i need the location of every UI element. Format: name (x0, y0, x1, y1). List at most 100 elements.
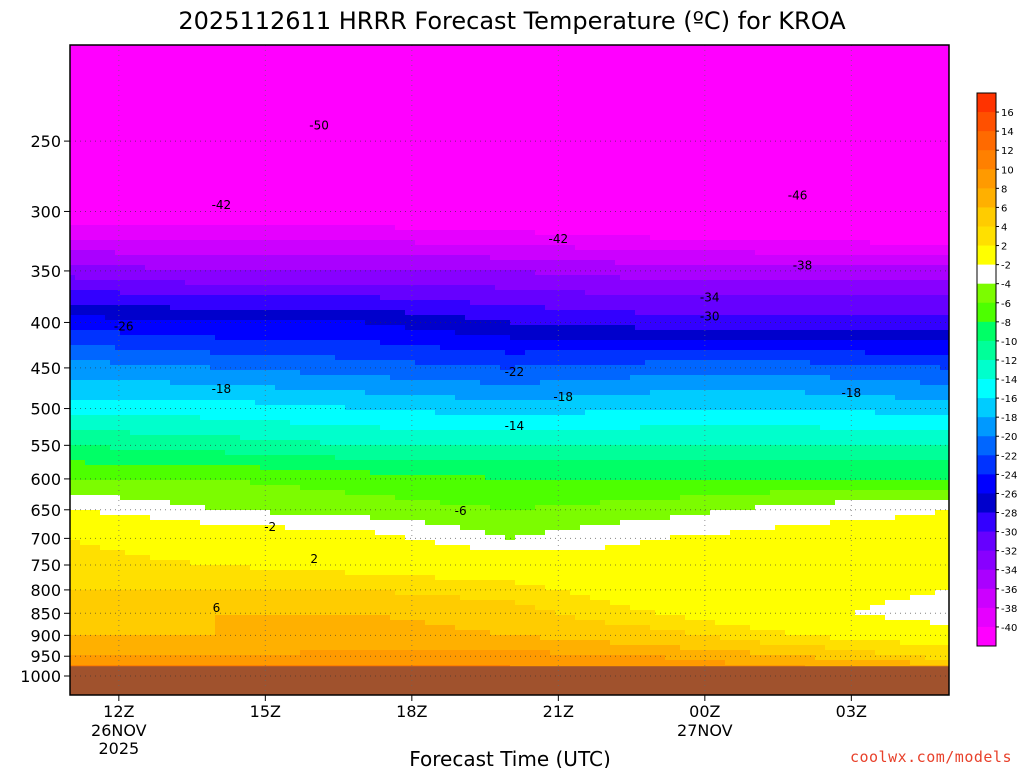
contour-label: -42 (212, 198, 232, 212)
colorbar-label: -20 (1001, 432, 1017, 443)
x-tick-label: 18Z (396, 702, 427, 721)
x-tick-label: 03Z (836, 702, 867, 721)
y-tick-label: 800 (30, 581, 61, 600)
colorbar-swatch (977, 607, 996, 628)
colorbar-label: -32 (1001, 547, 1017, 558)
contour-label: -50 (309, 118, 329, 132)
contour-label: -6 (455, 504, 467, 518)
colorbar-swatch (977, 188, 996, 208)
contour-label: -46 (788, 189, 808, 203)
colorbar-swatch (977, 436, 996, 456)
contour-label: 2 (310, 552, 318, 566)
colorbar-label: -36 (1001, 585, 1017, 596)
colorbar-label: -2 (1001, 261, 1011, 272)
y-tick-label: 1000 (20, 667, 61, 686)
y-tick-label: 600 (30, 470, 61, 489)
colorbar-swatch (977, 359, 996, 380)
colorbar-label: 12 (1001, 146, 1014, 157)
colorbar-label: -12 (1001, 356, 1017, 367)
contour-label: -34 (700, 291, 720, 305)
colorbar-label: 10 (1001, 165, 1014, 176)
colorbar-label: -24 (1001, 470, 1017, 481)
colorbar-label: -8 (1001, 318, 1011, 329)
colorbar-swatch (977, 626, 996, 647)
colorbar-swatch (977, 112, 996, 132)
colorbar-label: -14 (1001, 375, 1017, 386)
colorbar-swatch (977, 207, 996, 227)
colorbar-swatch (977, 455, 996, 475)
x-tick-sublabel: 2025 (98, 739, 139, 758)
x-tick-label: 21Z (543, 702, 574, 721)
colorbar-swatch (977, 531, 996, 552)
colorbar-label: 4 (1001, 222, 1007, 233)
y-tick-label: 300 (30, 202, 61, 221)
colorbar-swatch (977, 302, 996, 323)
colorbar-swatch (977, 340, 996, 361)
colorbar-swatch (977, 550, 996, 571)
y-tick-label: 900 (30, 626, 61, 645)
colorbar-swatch (977, 474, 996, 494)
colorbar-swatch (977, 417, 996, 437)
colorbar-legend: 16 14 12 10 8 6 4 2 -2 -4 -6 -8 -10 -12 -14 -16 -18 -20 -2… (976, 92, 1017, 647)
colorbar-label: 14 (1001, 127, 1014, 138)
plot-area: -50 -42 -46 -42 -38 -34 -30 -26 -2 2 -18 -18 -18 -14 -… (69, 44, 950, 696)
colorbar-label: 16 (1001, 108, 1014, 119)
colorbar-label: -18 (1001, 413, 1017, 424)
colorbar-swatch (977, 150, 996, 170)
plot-frame (69, 44, 950, 696)
y-tick-label: 850 (30, 604, 61, 623)
x-tick-label: 15Z (250, 702, 281, 721)
colorbar-swatch (977, 321, 996, 342)
y-tick-label: 350 (30, 262, 61, 281)
colorbar-label: -16 (1001, 394, 1017, 405)
colorbar-label: 8 (1001, 184, 1007, 195)
contour-label: -26 (114, 319, 134, 333)
contour-label: -42 (549, 232, 569, 246)
contour-label: -2 (264, 520, 276, 534)
colorbar-swatch (977, 493, 996, 513)
contour-label: -18 (842, 386, 862, 400)
y-axis: 250 300 350 400 450 500 550 600 650 700 750 800 850 9… (20, 132, 70, 686)
colorbar-label: -28 (1001, 509, 1017, 520)
y-tick-label: 500 (30, 400, 61, 419)
colorbar-swatch (977, 379, 996, 399)
colorbar-label: -26 (1001, 489, 1017, 500)
x-tick-label: 00Z (689, 702, 720, 721)
colorbar-label: -6 (1001, 299, 1011, 310)
colorbar-swatch (977, 93, 996, 113)
contour-label: 6 (213, 601, 221, 615)
colorbar-swatch (977, 169, 996, 189)
contour-label: -18 (212, 382, 232, 396)
colorbar-label: -4 (1001, 280, 1011, 291)
contour-label: -18 (553, 390, 573, 404)
colorbar-label: -10 (1001, 337, 1017, 348)
contour-label: -14 (505, 419, 525, 433)
colorbar-label: 6 (1001, 203, 1007, 214)
colorbar-swatch (977, 512, 996, 532)
colorbar-label: 2 (1001, 242, 1007, 253)
colorbar-swatch (977, 569, 996, 590)
colorbar-swatch (977, 283, 996, 304)
colorbar-label: -34 (1001, 566, 1017, 577)
contour-label: -38 (793, 258, 813, 272)
y-tick-label: 250 (30, 132, 61, 151)
x-tick-sublabel: 26NOV (91, 721, 147, 740)
x-axis-label: Forecast Time (UTC) (409, 747, 611, 768)
x-tick-sublabel: 27NOV (677, 721, 733, 740)
colorbar-swatch (977, 264, 996, 285)
colorbar-label: -40 (1001, 623, 1017, 634)
credit-text: coolwx.com/models (850, 748, 1012, 766)
y-tick-label: 400 (30, 313, 61, 332)
contour-label: -30 (700, 310, 720, 324)
colorbar-swatch (977, 245, 996, 266)
y-tick-label: 750 (30, 556, 61, 575)
y-tick-label: 650 (30, 501, 61, 520)
colorbar-swatch (977, 226, 996, 246)
ground-area (70, 666, 949, 695)
colorbar-swatch (977, 398, 996, 418)
colorbar-swatch (977, 588, 996, 609)
y-tick-label: 700 (30, 529, 61, 548)
x-tick-label: 12Z (103, 702, 134, 721)
